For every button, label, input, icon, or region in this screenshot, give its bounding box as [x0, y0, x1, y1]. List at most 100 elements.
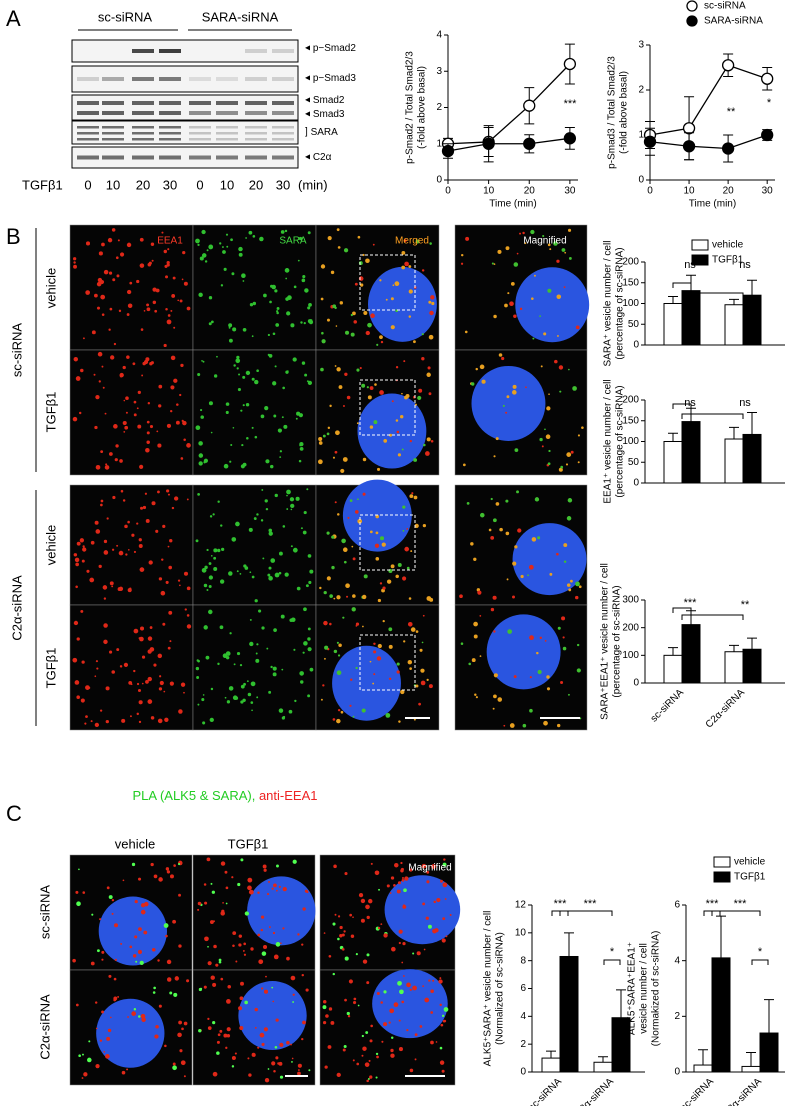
vesicle [201, 567, 207, 573]
vesicle [333, 864, 337, 869]
vesicle [493, 630, 496, 633]
vesicle [166, 870, 171, 874]
vesicle [82, 337, 85, 340]
vesicle [307, 319, 312, 324]
vesicle [426, 880, 430, 884]
vesicle [242, 462, 247, 467]
vesicle [140, 1013, 146, 1019]
band [216, 126, 238, 129]
vesicle [369, 386, 374, 390]
vesicle [168, 610, 173, 615]
vesicle [261, 1042, 265, 1046]
vesicle [320, 264, 326, 269]
vesicle [249, 641, 254, 647]
y-tick-label: 150 [622, 277, 639, 288]
vesicle [290, 1043, 292, 1046]
vesicle [390, 1053, 395, 1058]
vesicle [401, 961, 404, 964]
vesicle [200, 415, 204, 419]
vesicle [172, 919, 177, 924]
vesicle [460, 642, 464, 645]
vesicle [146, 307, 151, 312]
vesicle [388, 677, 392, 680]
band [272, 101, 294, 105]
vesicle [262, 557, 265, 560]
x-tick-label: 20 [524, 186, 536, 197]
vesicle [344, 998, 347, 1002]
y-axis-label: SARA⁺EEA1⁺ vesicle number / cell [600, 563, 611, 720]
vesicle [114, 923, 118, 928]
vesicle [376, 467, 381, 471]
band [132, 132, 154, 135]
vesicle [244, 911, 250, 916]
vesicle [217, 548, 221, 553]
vesicle [158, 384, 163, 389]
vesicle [354, 282, 358, 286]
vesicle [152, 991, 156, 994]
vesicle [373, 420, 378, 425]
vesicle [146, 431, 150, 435]
bar [693, 1064, 713, 1073]
vesicle [390, 876, 395, 880]
vesicle [169, 874, 174, 879]
vesicle [101, 365, 104, 368]
vesicle [182, 420, 187, 426]
vesicle [246, 436, 249, 440]
vesicle [94, 722, 100, 728]
vesicle [529, 676, 532, 679]
vesicle [131, 862, 136, 867]
band [159, 77, 181, 81]
vesicle [352, 916, 354, 918]
panel-label: C [6, 801, 22, 826]
vesicle [108, 328, 111, 331]
band [245, 101, 267, 105]
vesicle [397, 563, 402, 568]
vesicle [337, 915, 341, 918]
x-tick-label: sc-siRNA [649, 687, 686, 724]
vesicle [363, 311, 368, 316]
vesicle [208, 562, 212, 565]
vesicle [276, 306, 280, 310]
vesicle [547, 243, 551, 247]
vesicle [566, 452, 572, 458]
vesicle [493, 673, 498, 678]
vesicle [318, 441, 323, 445]
bracket [751, 959, 769, 965]
vesicle [367, 1078, 370, 1080]
vesicle [178, 1020, 183, 1025]
vesicle [420, 680, 426, 686]
vesicle [72, 657, 78, 663]
vesicle [128, 681, 133, 685]
vesicle [398, 941, 401, 945]
vesicle [343, 248, 349, 253]
annotation: * [767, 97, 772, 109]
vesicle [206, 589, 209, 592]
vesicle [166, 489, 170, 493]
vesicle [422, 985, 425, 988]
condition-label: TGFβ1 [43, 392, 58, 433]
vesicle [215, 963, 219, 967]
vesicle [270, 558, 276, 563]
vesicle [99, 709, 103, 712]
vesicle [134, 935, 138, 939]
vesicle [238, 1006, 243, 1011]
vesicle [255, 652, 258, 655]
annotation: *** [584, 898, 598, 910]
vesicle [117, 587, 122, 592]
vesicle [394, 862, 399, 868]
vesicle [389, 1008, 395, 1014]
x-tick-label: 20 [723, 186, 735, 197]
nucleus [384, 875, 461, 945]
band [216, 77, 238, 81]
vesicle [221, 246, 224, 248]
vesicle [379, 390, 384, 395]
vesicle [513, 314, 517, 319]
vesicle [164, 1044, 167, 1048]
vesicle [341, 538, 346, 544]
y-axis-label: (Normakized of sc-siRNA) [651, 931, 662, 1047]
bar [559, 955, 579, 1073]
title-green: PLA (ALK5 & SARA), [132, 788, 255, 803]
vesicle [161, 231, 164, 234]
band [216, 111, 238, 115]
vesicle [208, 296, 213, 300]
